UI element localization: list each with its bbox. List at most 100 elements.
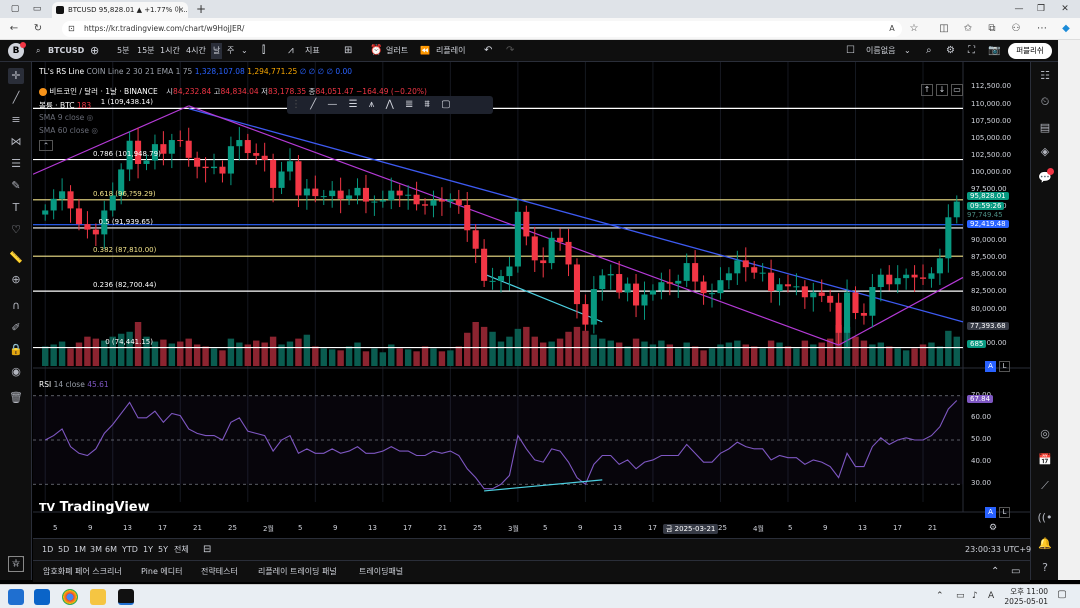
collapse-legend-icon[interactable]: ⌃ bbox=[39, 140, 53, 151]
fib-retracement-icon[interactable]: ≡ bbox=[11, 113, 21, 126]
range-ytd[interactable]: YTD bbox=[122, 545, 138, 554]
system-clock[interactable]: 오후 11:00 2025-05-01 bbox=[1004, 587, 1048, 607]
zigzag-icon[interactable]: ⋀ bbox=[385, 99, 394, 110]
pattern-icon[interactable]: ⋈ bbox=[10, 135, 22, 148]
tab-replay-panel[interactable]: 리플레이 트레이딩 패널 bbox=[258, 567, 337, 576]
text-tool-icon[interactable]: T bbox=[12, 201, 20, 214]
bell-icon[interactable]: 🔔 bbox=[1038, 537, 1052, 550]
interval-1d[interactable]: 날 bbox=[211, 43, 223, 59]
horizontal-line-icon[interactable]: — bbox=[327, 99, 338, 110]
price-chart-svg[interactable] bbox=[33, 62, 1030, 536]
candle-style-icon[interactable]: ⫿ bbox=[262, 45, 266, 56]
edge-browser-icon[interactable] bbox=[34, 589, 50, 605]
redo-icon[interactable]: ↷ bbox=[506, 45, 515, 56]
close-tab-icon[interactable]: ✕ bbox=[178, 6, 184, 14]
watchlist-icon[interactable]: ☷ bbox=[1040, 69, 1050, 82]
settings-gear-icon[interactable]: ⚙ bbox=[946, 45, 955, 56]
indicators-icon[interactable]: ⩘ bbox=[288, 45, 294, 56]
parallel-channel-icon[interactable]: ☰ bbox=[348, 99, 358, 110]
split-screen-icon[interactable]: ◫ bbox=[939, 23, 949, 34]
stream-icon[interactable]: ((• bbox=[1037, 511, 1053, 524]
close-window-icon[interactable]: ✕ bbox=[1061, 4, 1069, 14]
range-1d[interactable]: 1D bbox=[42, 545, 54, 554]
tab-crypto-screener[interactable]: 암호화폐 페어 스크리너 bbox=[43, 567, 122, 576]
ideas-icon[interactable]: ⟋ bbox=[1041, 479, 1049, 492]
stay-drawing-icon[interactable]: ✐ bbox=[11, 321, 21, 334]
rsi-legend[interactable]: RSI 14 close 45.61 bbox=[39, 380, 109, 389]
copilot-icon[interactable]: ◆ bbox=[1062, 23, 1070, 34]
favorites-star-icon[interactable]: ☆ bbox=[8, 556, 24, 572]
range-3m[interactable]: 3M bbox=[90, 545, 102, 554]
lock-icon[interactable]: 🔒 bbox=[9, 343, 23, 356]
alert-icon[interactable]: ⏰ bbox=[370, 45, 383, 56]
forecast-icon[interactable]: ☰ bbox=[11, 157, 21, 170]
undo-icon[interactable]: ↶ bbox=[484, 45, 493, 56]
maximize-pane-icon[interactable]: ▭ bbox=[951, 84, 963, 96]
sma60-legend[interactable]: SMA 60 close ◎ bbox=[39, 126, 98, 135]
log-scale-button[interactable]: L bbox=[999, 361, 1010, 372]
scroll-down-icon[interactable]: ↓ bbox=[936, 84, 948, 96]
volume-icon[interactable]: ♪ bbox=[972, 591, 978, 601]
chart-area[interactable]: TL's RS Line COIN Line 2 30 21 EMA 1 75 … bbox=[33, 62, 1030, 536]
indicators-button[interactable]: 지표 bbox=[305, 46, 320, 55]
tab-trading-panel[interactable]: 트레이딩패널 bbox=[359, 567, 404, 576]
browser-tab-active[interactable]: BTCUSD 95,828.01 ▲ +1.77% 이... ✕ bbox=[52, 2, 188, 18]
time-auto-button[interactable]: A bbox=[985, 507, 996, 518]
profile-icon[interactable]: ▢ bbox=[10, 4, 20, 14]
auto-scale-button[interactable]: A bbox=[985, 361, 996, 372]
calendar-icon[interactable]: 📅 bbox=[1038, 453, 1052, 466]
interval-1h[interactable]: 1시간 bbox=[160, 46, 180, 55]
range-all[interactable]: 전체 bbox=[174, 545, 189, 554]
crosshair-icon[interactable]: ✛ bbox=[8, 68, 24, 84]
maximize-panel-icon[interactable]: ▭ bbox=[1011, 566, 1021, 577]
visibility-eye-icon[interactable]: ◉ bbox=[11, 365, 21, 378]
file-explorer-icon[interactable] bbox=[90, 589, 106, 605]
brush-icon[interactable]: ✎ bbox=[11, 179, 21, 192]
volume-legend[interactable]: 볼륨 · BTC 183 bbox=[39, 100, 91, 111]
tab-pine-editor[interactable]: Pine 에디터 bbox=[141, 567, 183, 576]
main-series-legend[interactable]: 비트코인 / 달러 · 1날 · BINANCE 시84,232.84 고84,… bbox=[39, 86, 427, 97]
rectangle-icon[interactable]: ▢ bbox=[441, 99, 451, 110]
sma9-eye-icon[interactable]: ◎ bbox=[86, 113, 94, 122]
read-aloud-icon[interactable]: A bbox=[889, 24, 895, 33]
fib-icon[interactable]: ≣ bbox=[404, 99, 414, 110]
layers-icon[interactable]: ◈ bbox=[1040, 145, 1050, 158]
tab-actions-icon[interactable]: ▭ bbox=[32, 4, 42, 14]
snapshot-camera-icon[interactable]: 📷 bbox=[988, 45, 1001, 56]
ruler-icon[interactable]: 📏 bbox=[9, 251, 23, 264]
help-icon[interactable]: ? bbox=[1042, 561, 1048, 574]
trendline-icon[interactable]: ╱ bbox=[12, 91, 20, 104]
favorite-icon[interactable]: ☆ bbox=[909, 23, 919, 34]
sma9-legend[interactable]: SMA 9 close ◎ bbox=[39, 113, 93, 122]
range-1y[interactable]: 1Y bbox=[143, 545, 153, 554]
news-icon[interactable]: ▤ bbox=[1039, 121, 1051, 134]
scroll-up-icon[interactable]: ↑ bbox=[921, 84, 933, 96]
more-icon[interactable]: ⋯ bbox=[1037, 23, 1047, 34]
date-range-icon[interactable]: ⊟ bbox=[203, 544, 212, 555]
notification-center-icon[interactable]: ▢ bbox=[1057, 589, 1067, 600]
gann-icon[interactable]: ⩩ bbox=[424, 99, 430, 110]
publish-button[interactable]: 퍼블리쉬 bbox=[1008, 43, 1052, 59]
interval-4h[interactable]: 4시간 bbox=[186, 46, 206, 55]
windows-start-icon[interactable] bbox=[8, 589, 24, 605]
alerts-clock-icon[interactable]: ⏲ bbox=[1040, 95, 1050, 108]
tab-strategy-tester[interactable]: 전략테스터 bbox=[201, 567, 238, 576]
quick-search-icon[interactable]: ⌕ bbox=[926, 45, 932, 56]
fullscreen-icon[interactable]: ⛶ bbox=[968, 45, 975, 56]
drag-handle-icon[interactable]: ⋮ bbox=[291, 99, 301, 110]
axis-settings-gear-icon[interactable]: ⚙ bbox=[989, 523, 998, 533]
range-5y[interactable]: 5Y bbox=[158, 545, 168, 554]
symbol-name[interactable]: BTCUSD bbox=[48, 46, 85, 55]
replay-button[interactable]: 리플레이 bbox=[436, 46, 466, 55]
favorites-icon[interactable]: ✩ bbox=[963, 23, 973, 34]
maximize-icon[interactable]: ❐ bbox=[1036, 4, 1046, 14]
minimize-icon[interactable]: — bbox=[1014, 4, 1024, 14]
network-icon[interactable]: ▭ bbox=[956, 591, 965, 601]
range-5d[interactable]: 5D bbox=[58, 545, 70, 554]
refresh-icon[interactable]: ↻ bbox=[33, 23, 43, 34]
url-field[interactable]: ⊡ https://kr.tradingview.com/chart/w9Hoj… bbox=[62, 21, 902, 37]
layout-name[interactable]: 이름없음 bbox=[866, 46, 896, 55]
compare-symbol-icon[interactable]: ⊕ bbox=[90, 44, 100, 57]
icons-tool-icon[interactable]: ♡ bbox=[11, 223, 21, 236]
back-icon[interactable]: ← bbox=[9, 23, 19, 34]
